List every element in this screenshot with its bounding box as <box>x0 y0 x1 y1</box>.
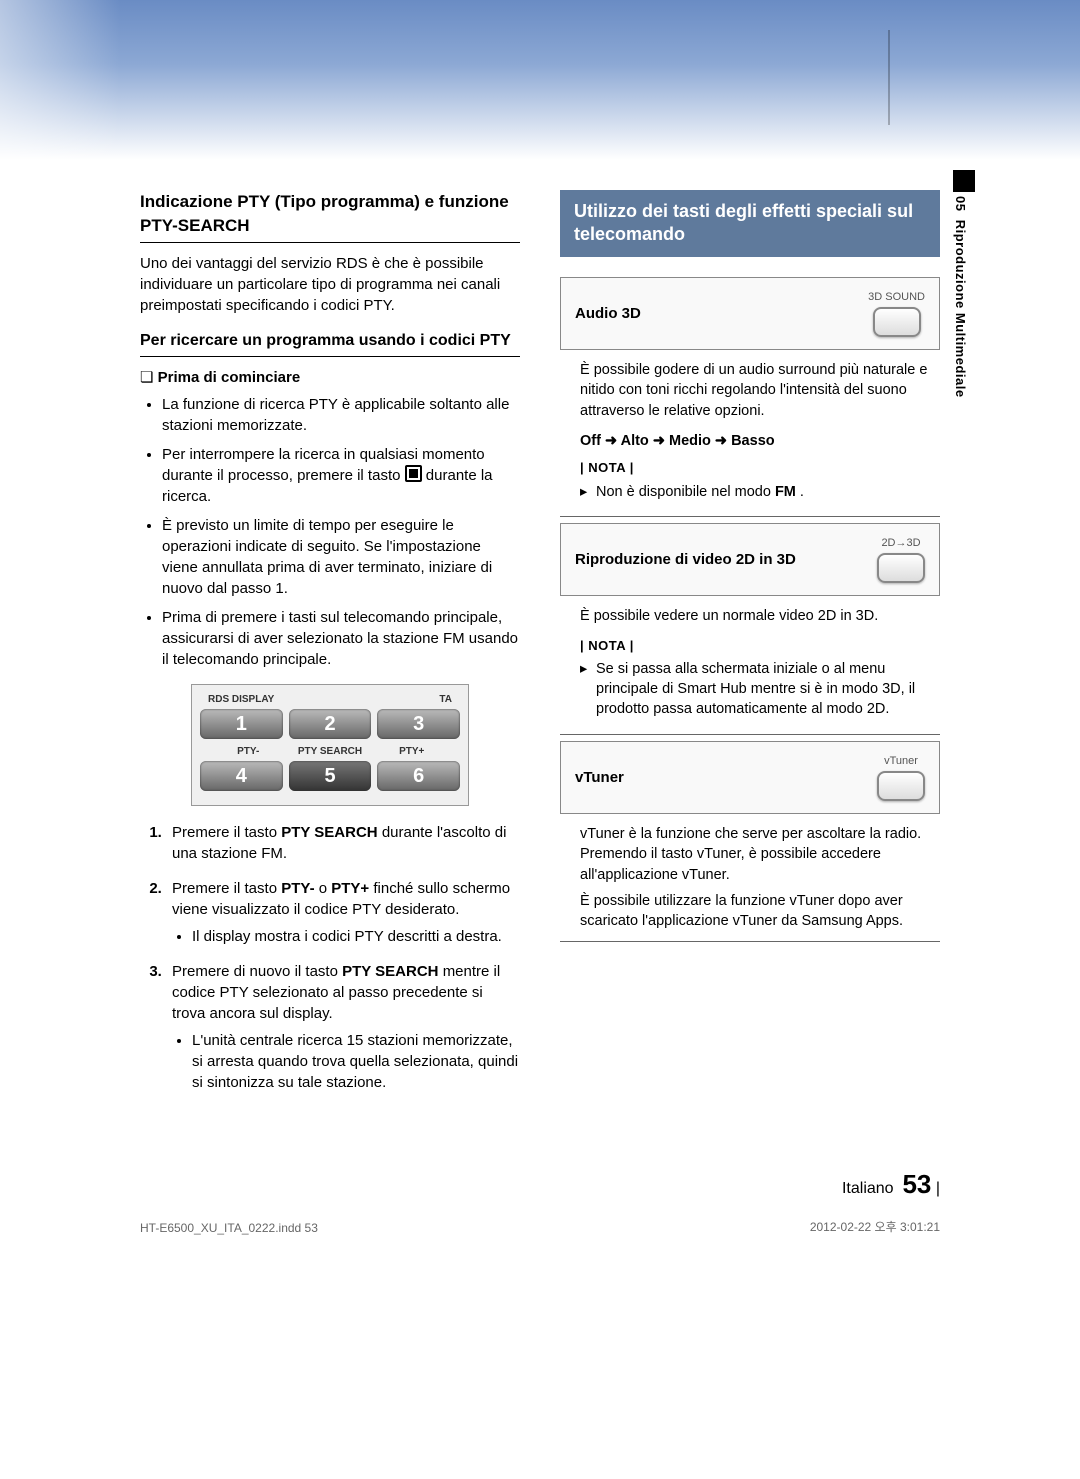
subheading-before-start: Prima di cominciare <box>140 367 520 388</box>
list-item: Per interrompere la ricerca in qualsiasi… <box>162 444 520 507</box>
keycap-icon <box>877 553 925 583</box>
feature-2d-to-3d: Riproduzione di video 2D in 3D 2D→3D <box>560 523 940 596</box>
text: Premere di nuovo il tasto <box>172 963 342 980</box>
text-bold: PTY SEARCH <box>281 824 377 841</box>
heading-pty-search: Per ricercare un programma usando i codi… <box>140 330 520 357</box>
remote-buttons-row2: 4 5 6 <box>200 761 460 791</box>
text-bold: PTY SEARCH <box>342 963 438 980</box>
remote-button-4: 4 <box>200 761 283 791</box>
stop-icon <box>405 465 422 482</box>
page-number-area: Italiano 53 | <box>0 1169 1080 1200</box>
chapter-tab: 05 Riproduzione Multimediale <box>953 170 975 398</box>
text: Non è disponibile nel modo <box>596 484 775 500</box>
note-heading: | NOTA | <box>580 637 940 655</box>
remote-key-vtuner: vTuner <box>877 754 925 801</box>
text: Premere il tasto <box>172 824 281 841</box>
label: PTY SEARCH <box>290 745 371 759</box>
feature-label: Audio 3D <box>575 303 641 324</box>
print-footer: HT-E6500_XU_ITA_0222.indd 53 2012-02-22 … <box>0 1200 1080 1275</box>
substep: L'unità centrale ricerca 15 stazioni mem… <box>192 1030 520 1093</box>
divider <box>560 516 940 517</box>
remote-buttons-row1: 1 2 3 <box>200 709 460 739</box>
note-heading: | NOTA | <box>580 459 940 477</box>
remote-button-3: 3 <box>377 709 460 739</box>
language-label: Italiano <box>842 1180 894 1197</box>
page-content: 05 Riproduzione Multimediale Indicazione… <box>0 160 1080 1169</box>
heading-pty-indication: Indicazione PTY (Tipo programma) e funzi… <box>140 190 520 243</box>
right-column: Utilizzo dei tasti degli effetti special… <box>560 190 940 1109</box>
intro-text: Uno dei vantaggi del servizio RDS è che … <box>140 253 520 316</box>
substep: Il display mostra i codici PTY descritti… <box>192 926 520 947</box>
chapter-indicator <box>953 170 975 192</box>
text-bold: PTY- <box>281 880 314 897</box>
label: RDS DISPLAY <box>208 693 274 707</box>
feature-label: Riproduzione di video 2D in 3D <box>575 549 796 570</box>
key-label: 3D SOUND <box>868 291 925 303</box>
remote-key-3d-sound: 3D SOUND <box>868 290 925 337</box>
print-timestamp: 2012-02-22 오후 3:01:21 <box>810 1218 940 1235</box>
remote-button-1: 1 <box>200 709 283 739</box>
note-item: Non è disponibile nel modo FM . <box>580 482 940 502</box>
label: PTY- <box>208 745 289 759</box>
list-item: Prima di premere i tasti sul telecomando… <box>162 607 520 670</box>
chapter-title: Riproduzione Multimediale <box>953 220 968 398</box>
page-number: Italiano 53 | <box>842 1180 940 1197</box>
keycap-icon <box>873 307 921 337</box>
key-label: 2D→3D <box>881 537 920 549</box>
header-divider <box>888 30 890 125</box>
feature-label: vTuner <box>575 767 624 788</box>
feature-description: È possibile utilizzare la funzione vTune… <box>580 891 940 932</box>
text: . <box>800 484 804 500</box>
step-1: Premere il tasto PTY SEARCH durante l'as… <box>166 822 520 864</box>
prerequisite-list: La funzione di ricerca PTY è applicabile… <box>140 394 520 670</box>
remote-button-6: 6 <box>377 761 460 791</box>
remote-labels-row1: RDS DISPLAY TA <box>200 693 460 707</box>
feature-description: È possibile godere di un audio surround … <box>580 360 940 421</box>
text-bold: PTY+ <box>331 880 369 897</box>
remote-button-5: 5 <box>289 761 372 791</box>
remote-labels-row2: PTY- PTY SEARCH PTY+ <box>200 745 460 759</box>
label: PTY+ <box>371 745 452 759</box>
feature-description: vTuner è la funzione che serve per ascol… <box>580 824 940 885</box>
text-bold: FM <box>775 484 796 500</box>
list-item: È previsto un limite di tempo per esegui… <box>162 515 520 599</box>
remote-key-2d3d: 2D→3D <box>877 536 925 583</box>
step-2: Premere il tasto PTY- o PTY+ finché sull… <box>166 878 520 947</box>
source-file: HT-E6500_XU_ITA_0222.indd 53 <box>140 1221 318 1235</box>
text: Premere il tasto <box>172 880 281 897</box>
header-gradient <box>0 0 1080 160</box>
key-label: vTuner <box>884 755 918 767</box>
feature-vtuner: vTuner vTuner <box>560 741 940 814</box>
feature-audio-3d: Audio 3D 3D SOUND <box>560 277 940 350</box>
list-item: La funzione di ricerca PTY è applicabile… <box>162 394 520 436</box>
divider <box>560 941 940 942</box>
remote-button-2: 2 <box>289 709 372 739</box>
section-heading-effects: Utilizzo dei tasti degli effetti special… <box>560 190 940 257</box>
text: o <box>319 880 332 897</box>
divider <box>560 734 940 735</box>
note-item: Se si passa alla schermata iniziale o al… <box>580 659 940 720</box>
remote-diagram: RDS DISPLAY TA 1 2 3 PTY- PTY SEARCH PTY… <box>191 684 469 806</box>
step-3: Premere di nuovo il tasto PTY SEARCH men… <box>166 961 520 1093</box>
keycap-icon <box>877 771 925 801</box>
chapter-label: 05 Riproduzione Multimediale <box>953 196 968 398</box>
option-sequence: Off ➜ Alto ➜ Medio ➜ Basso <box>580 431 940 451</box>
page-num-value: 53 <box>902 1169 931 1199</box>
label: TA <box>439 693 452 707</box>
feature-description: È possibile vedere un normale video 2D i… <box>580 606 940 626</box>
steps-list: Premere il tasto PTY SEARCH durante l'as… <box>140 822 520 1093</box>
left-column: Indicazione PTY (Tipo programma) e funzi… <box>140 190 520 1109</box>
chapter-number: 05 <box>953 196 968 211</box>
